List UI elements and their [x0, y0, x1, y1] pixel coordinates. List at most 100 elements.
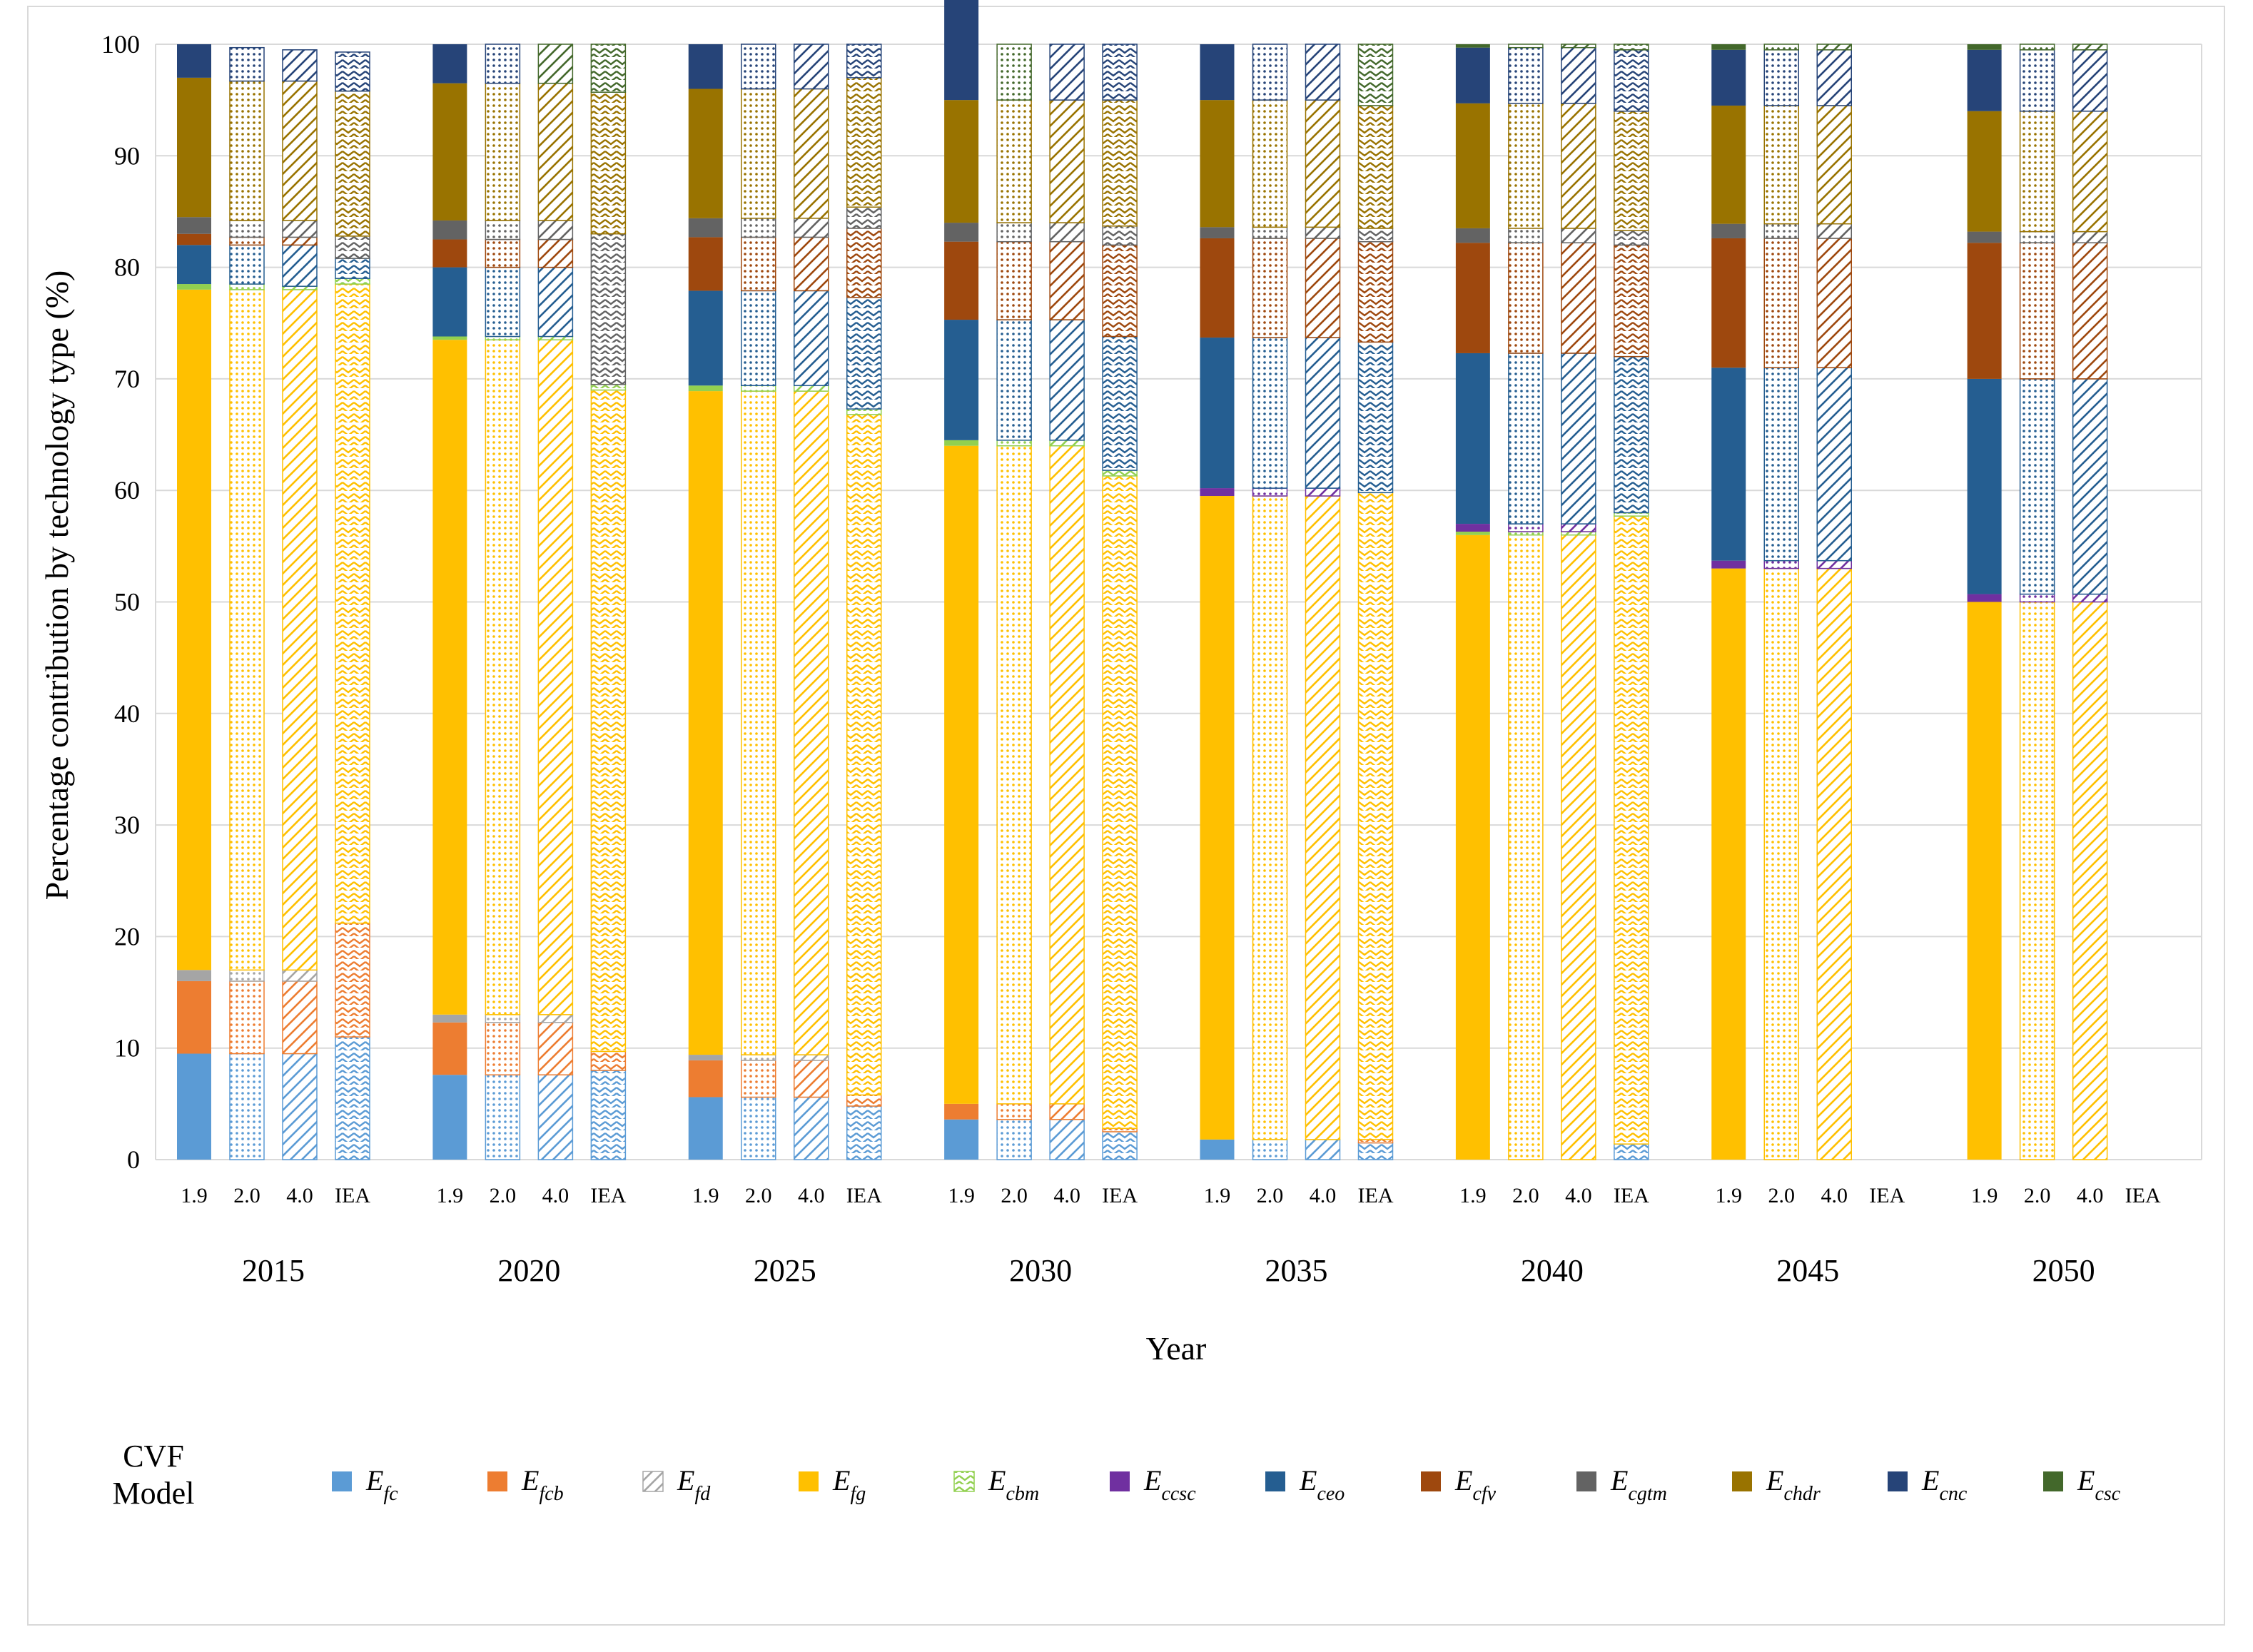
segment-Efg — [846, 414, 882, 1096]
segment-Ecnc — [1200, 44, 1235, 101]
legend-swatch-Efcb — [487, 1471, 507, 1491]
scenario-label: 4.0 — [1310, 1184, 1337, 1207]
scenario-label: 4.0 — [2077, 1184, 2104, 1207]
segment-Ecfv — [1967, 243, 2002, 379]
x-axis-label: Year — [1146, 1330, 1207, 1367]
segment-Echdr — [1763, 105, 1799, 225]
legend-entry-Efg: Efg — [832, 1464, 866, 1505]
segment-Eceo — [1967, 378, 2002, 594]
segment-Efg — [1357, 492, 1394, 1140]
scenario-label: 4.0 — [798, 1184, 825, 1207]
segment-Echdr — [688, 88, 723, 218]
scenario-label: IEA — [2125, 1184, 2161, 1207]
bar-2015-1.9 — [177, 44, 211, 1160]
legend-entry-Ecbm: Ecbm — [988, 1464, 1039, 1505]
segment-Efcb — [944, 1103, 979, 1120]
segment-Ecnc — [1252, 44, 1288, 101]
scenario-label: IEA — [1102, 1184, 1138, 1207]
year-group-2020 — [432, 44, 627, 1160]
segment-Echdr — [432, 83, 467, 221]
segment-Efg — [335, 283, 370, 924]
segment-Echdr — [944, 100, 979, 223]
segment-Eceo — [688, 290, 723, 386]
segment-Efd — [537, 1014, 574, 1023]
segment-Eccsc — [1561, 523, 1596, 532]
y-tick-label: 0 — [127, 1145, 140, 1174]
legend-swatch-Ecbm — [953, 1471, 975, 1492]
scenario-label: 1.9 — [181, 1184, 208, 1207]
segment-Ecgtm — [282, 220, 318, 238]
segment-Ecgtm — [432, 220, 467, 240]
segment-Eceo — [794, 290, 829, 387]
segment-Ecfv — [1763, 238, 1799, 369]
segment-Efg — [1305, 495, 1341, 1140]
segment-Ecfv — [1049, 240, 1085, 320]
y-tick-label: 30 — [114, 811, 140, 839]
segment-Eceo — [1357, 341, 1394, 494]
segment-Ecbm — [688, 385, 723, 392]
segment-Efd — [485, 1014, 521, 1023]
segment-Eccsc — [1508, 523, 1544, 532]
bar-2035-2.0 — [1252, 44, 1288, 1160]
segment-Efc — [485, 1074, 521, 1160]
legend-swatch-Ecsc — [2043, 1471, 2063, 1491]
segment-Efc — [1102, 1131, 1138, 1160]
segment-Ecfv — [944, 241, 979, 320]
segment-Efg — [1455, 534, 1490, 1160]
segment-Ecnc — [1614, 49, 1649, 112]
scenario-label: 2.0 — [490, 1184, 517, 1207]
segment-Ecfv — [846, 228, 882, 298]
segment-Ecgtm — [1816, 223, 1852, 239]
segment-Echdr — [1252, 99, 1288, 228]
segment-Ecnc — [1763, 49, 1799, 106]
segment-Echdr — [1967, 111, 2002, 232]
scenario-label: 1.9 — [1716, 1184, 1743, 1207]
scenario-label: 2.0 — [2024, 1184, 2051, 1207]
segment-Efd — [688, 1055, 723, 1060]
bar-2025-2.0 — [741, 44, 776, 1160]
legend-entry-Ecfv: Ecfv — [1454, 1464, 1497, 1505]
segment-Efcb — [335, 922, 370, 1038]
segment-Ecfv — [1614, 244, 1649, 358]
bar-2015-IEA — [335, 51, 370, 1160]
segment-Efd — [741, 1054, 776, 1061]
legend-entry-Eccsc: Eccsc — [1143, 1464, 1196, 1505]
segment-Ecgtm — [2072, 230, 2108, 243]
segment-Ecfv — [996, 240, 1032, 320]
segment-Ecbm — [1455, 532, 1490, 535]
scenario-label: IEA — [1869, 1184, 1905, 1207]
segment-Efcb — [996, 1103, 1032, 1120]
segment-Efg — [1561, 534, 1596, 1160]
segment-Ecgtm — [1252, 226, 1288, 239]
segment-Efg — [741, 390, 776, 1055]
year-label: 2025 — [754, 1253, 816, 1288]
segment-Ecfv — [177, 233, 211, 245]
scenario-label: 2.0 — [1512, 1184, 1539, 1207]
segment-Efd — [229, 969, 265, 982]
bar-2030-4.0 — [1049, 44, 1085, 1160]
segment-Efg — [432, 340, 467, 1015]
y-axis-label: Percentage contribution by technology ty… — [39, 270, 75, 901]
segment-Echdr — [1455, 103, 1490, 228]
bar-2025-IEA — [846, 44, 882, 1160]
scenario-label: 2.0 — [1001, 1184, 1028, 1207]
segment-Ecfv — [794, 236, 829, 292]
scenario-label: 4.0 — [1565, 1184, 1592, 1207]
segment-Ecsc — [590, 44, 627, 93]
segment-Ecnc — [2019, 49, 2055, 112]
segment-Ecgtm — [1508, 228, 1544, 243]
segment-Ecnc — [688, 44, 723, 89]
segment-Efg — [1967, 602, 2002, 1160]
bar-2030-IEA — [1102, 44, 1138, 1160]
segment-Efg — [1508, 534, 1544, 1160]
legend-swatch-Eceo — [1265, 1471, 1285, 1491]
segment-Ecnc — [1561, 46, 1596, 104]
segment-Efd — [177, 970, 211, 981]
segment-Ecsc — [1711, 44, 1746, 50]
segment-Eccsc — [1200, 488, 1235, 497]
segment-Ecnc — [1455, 47, 1490, 103]
bar-2025-4.0 — [794, 44, 829, 1160]
segment-Ecfv — [1561, 242, 1596, 354]
segment-Eceo — [229, 244, 265, 285]
